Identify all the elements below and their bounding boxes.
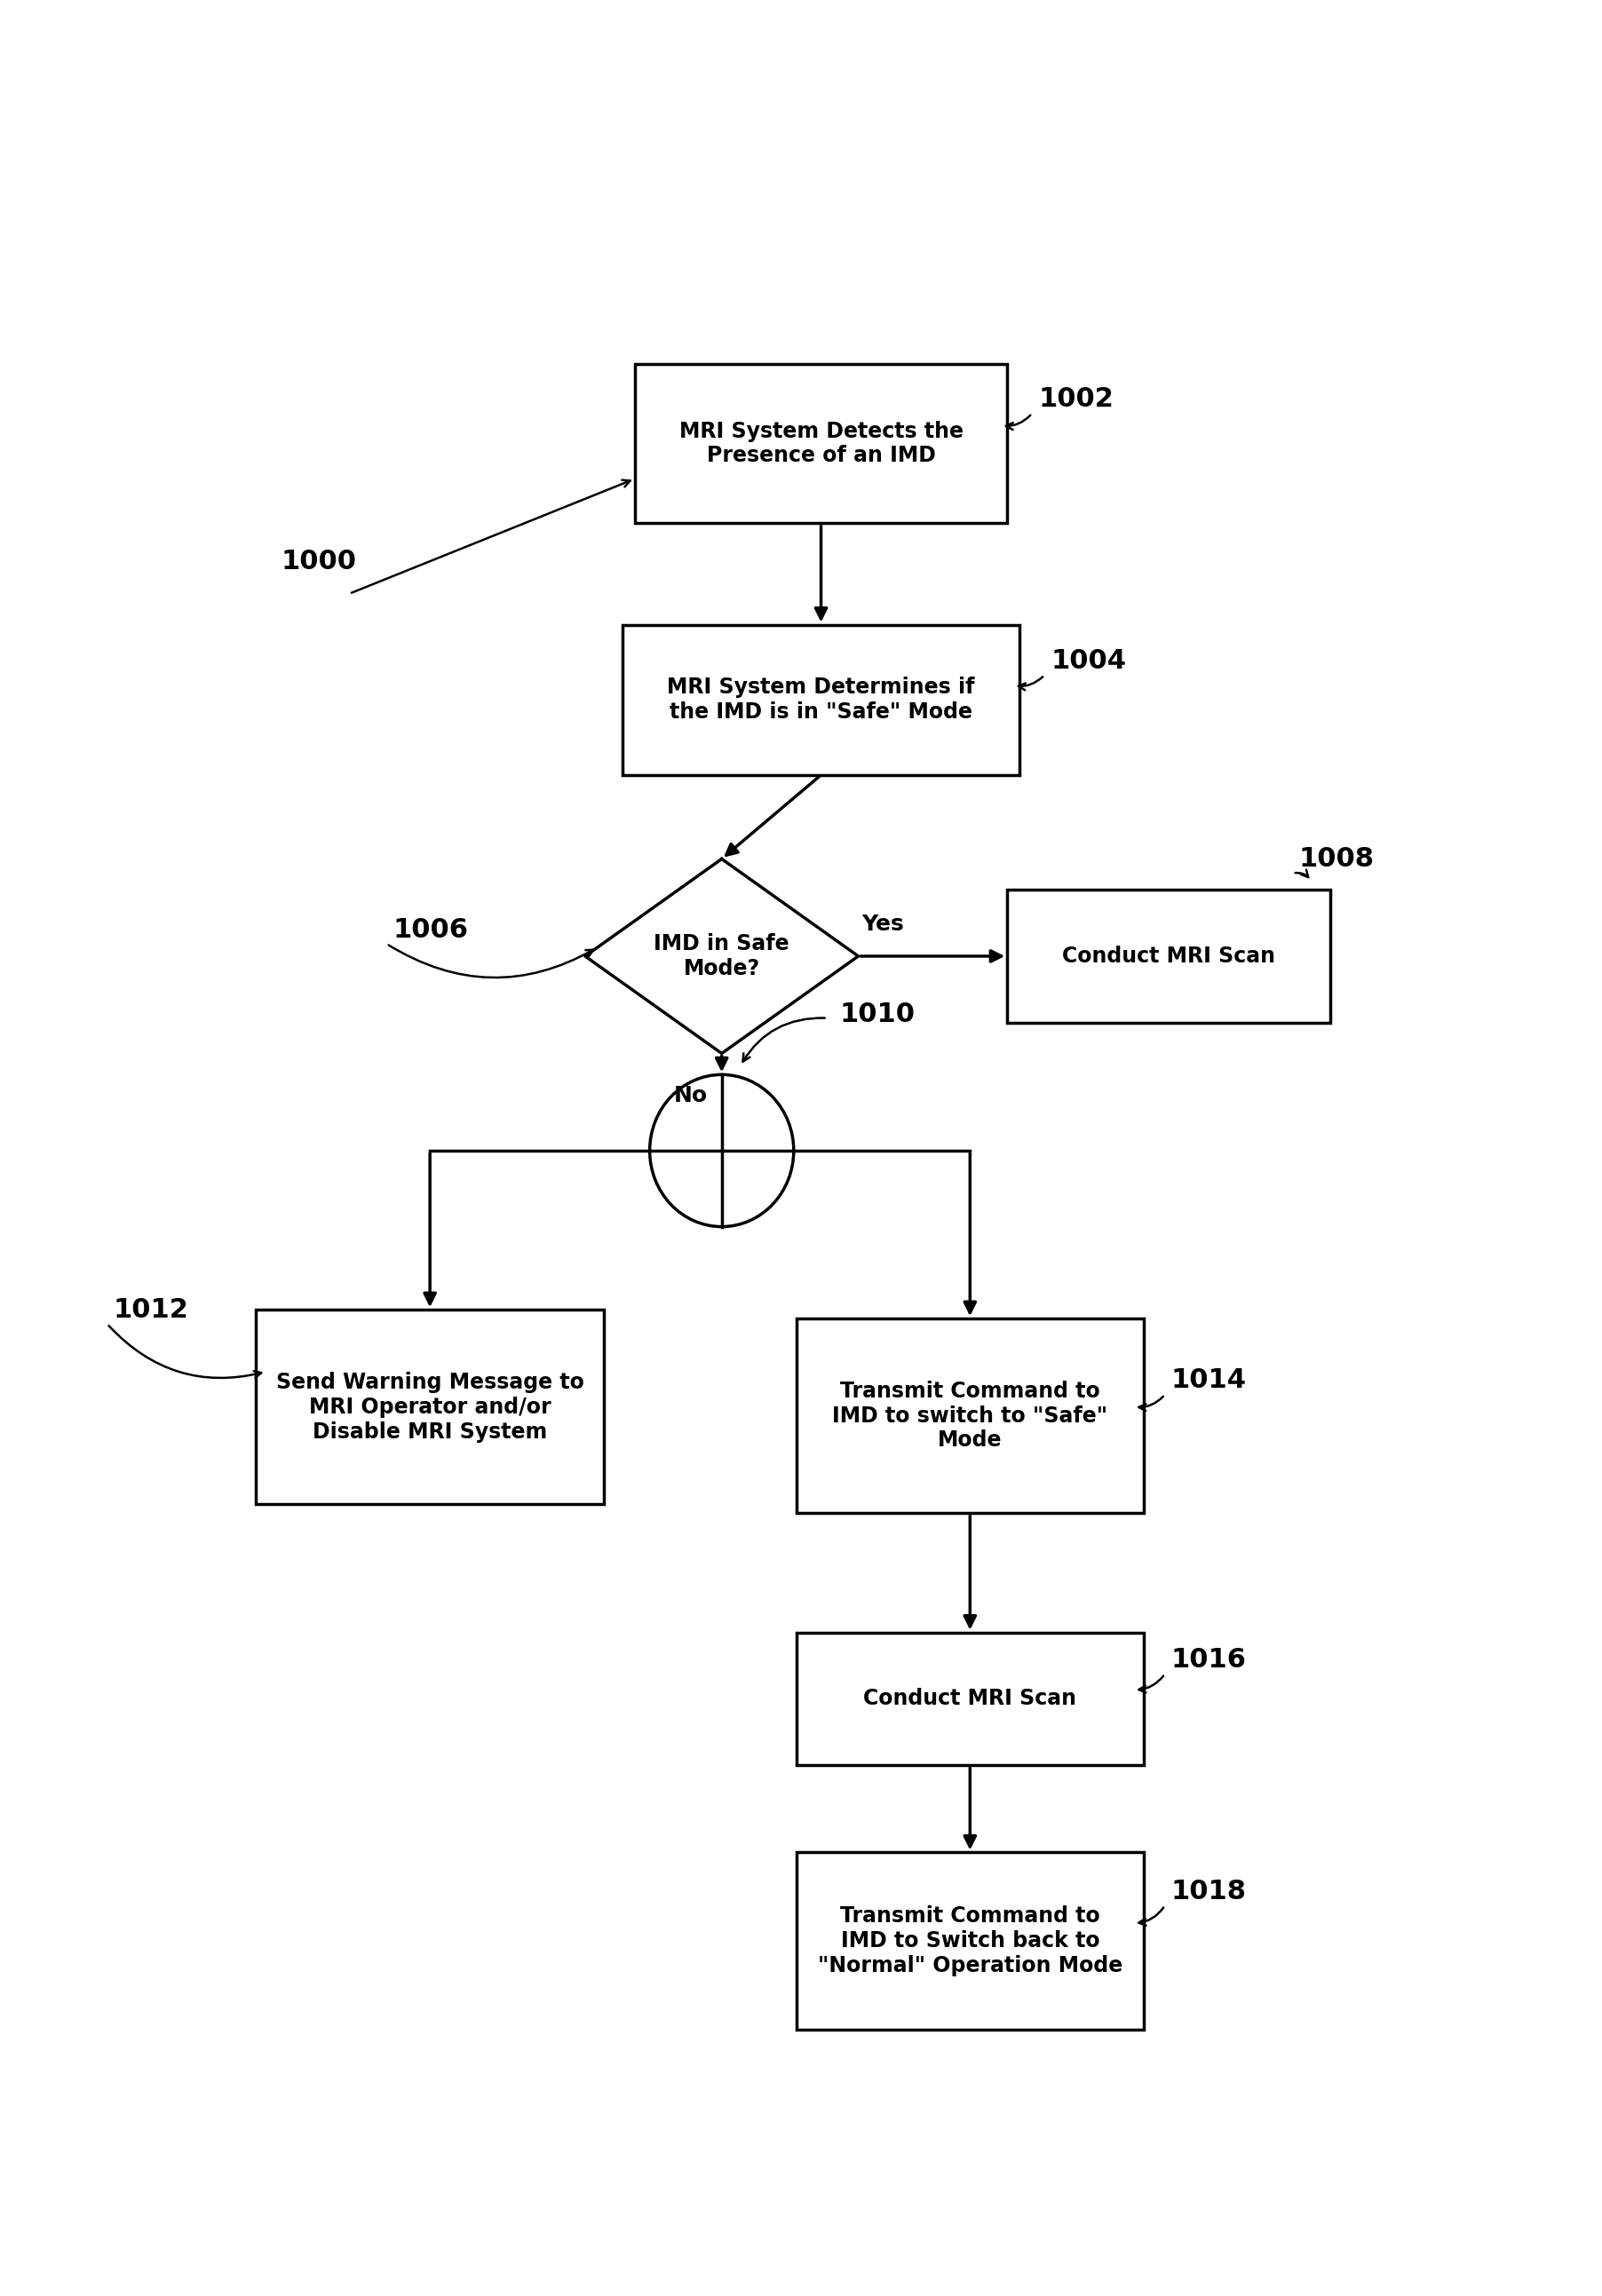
Text: 1002: 1002: [1038, 386, 1113, 413]
Text: 1018: 1018: [1171, 1878, 1246, 1903]
Text: MRI System Determines if
the IMD is in "Safe" Mode: MRI System Determines if the IMD is in "…: [666, 677, 976, 723]
Text: Transmit Command to
IMD to Switch back to
"Normal" Operation Mode: Transmit Command to IMD to Switch back t…: [817, 1906, 1123, 1977]
Text: 1000: 1000: [280, 549, 356, 574]
Text: IMD in Safe
Mode?: IMD in Safe Mode?: [654, 932, 790, 978]
Text: Conduct MRI Scan: Conduct MRI Scan: [863, 1688, 1077, 1708]
Bar: [796, 1632, 1144, 1766]
Bar: [1008, 891, 1330, 1022]
Text: 1016: 1016: [1171, 1646, 1246, 1674]
Polygon shape: [585, 859, 859, 1054]
Bar: [622, 625, 1020, 776]
Text: Yes: Yes: [862, 914, 904, 934]
Text: Transmit Command to
IMD to switch to "Safe"
Mode: Transmit Command to IMD to switch to "Sa…: [833, 1380, 1107, 1451]
Bar: [634, 365, 1008, 523]
Bar: [256, 1309, 604, 1504]
Text: 1006: 1006: [392, 916, 468, 944]
Text: No: No: [674, 1086, 708, 1107]
Text: 1004: 1004: [1051, 647, 1126, 673]
Text: 1012: 1012: [114, 1297, 189, 1322]
Ellipse shape: [650, 1075, 793, 1226]
Bar: [796, 1853, 1144, 2030]
Bar: [796, 1318, 1144, 1513]
Text: 1014: 1014: [1171, 1368, 1246, 1394]
Text: MRI System Detects the
Presence of an IMD: MRI System Detects the Presence of an IM…: [679, 420, 963, 466]
Text: 1010: 1010: [839, 1001, 915, 1026]
Text: Conduct MRI Scan: Conduct MRI Scan: [1062, 946, 1275, 967]
Text: Send Warning Message to
MRI Operator and/or
Disable MRI System: Send Warning Message to MRI Operator and…: [276, 1371, 585, 1442]
Text: 1008: 1008: [1299, 845, 1375, 872]
